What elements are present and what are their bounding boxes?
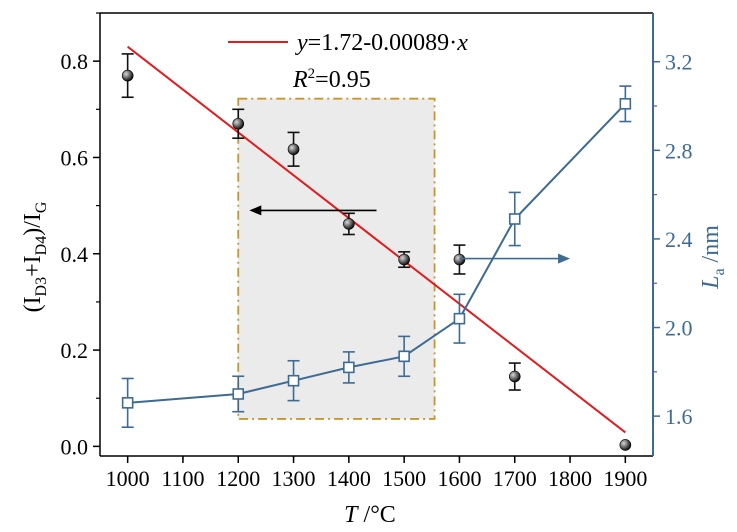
right-series-group bbox=[121, 85, 632, 429]
y-right-tick-label: 2.8 bbox=[665, 138, 693, 163]
x-tick-label: 1500 bbox=[382, 466, 426, 491]
y-left-tick-label: 0.8 bbox=[61, 49, 89, 74]
x-tick-label: 1800 bbox=[548, 466, 592, 491]
fit-line bbox=[127, 45, 626, 434]
x-tick-label: 1000 bbox=[106, 466, 150, 491]
left-series-point bbox=[232, 117, 245, 130]
left-series-point bbox=[619, 439, 632, 451]
arrow-to-right-axis-head bbox=[558, 253, 571, 264]
axes-group: 1000 1100 1200 1300 1400 1500 1600 1700 1800 1900… bbox=[61, 12, 693, 491]
right-series-point bbox=[287, 374, 300, 387]
right-series-point bbox=[619, 98, 632, 110]
left-series-point bbox=[343, 218, 355, 230]
y-right-tick-label: 2.0 bbox=[665, 316, 693, 341]
left-series-point bbox=[287, 143, 300, 156]
arrows-group bbox=[249, 205, 571, 264]
arrow-to-left-axis-head bbox=[249, 205, 262, 216]
legend: y=1.72-0.00089·x R2=0.95 bbox=[228, 30, 468, 93]
y-right-tick-label: 3.2 bbox=[665, 50, 693, 75]
x-tick-label: 1700 bbox=[493, 466, 537, 491]
legend-r-squared: R2=0.95 bbox=[292, 66, 371, 93]
x-axis-title: T /°C bbox=[344, 502, 396, 528]
right-series-point bbox=[343, 361, 355, 374]
left-series-point bbox=[121, 69, 134, 82]
right-series-point bbox=[398, 350, 410, 363]
y-left-tick-label: 0.0 bbox=[61, 434, 89, 459]
y-right-axis-title: La /nm bbox=[698, 225, 728, 290]
right-series-point bbox=[453, 312, 466, 325]
right-series-point bbox=[508, 213, 521, 225]
left-series-point bbox=[453, 253, 466, 266]
right-series-line bbox=[127, 103, 627, 404]
y-left-tick-label: 0.2 bbox=[61, 338, 89, 363]
x-tick-label: 1600 bbox=[437, 466, 481, 491]
y-left-tick-label: 0.6 bbox=[61, 145, 89, 170]
legend-equation: y=1.72-0.00089·x bbox=[295, 30, 468, 56]
y-right-tick-label: 2.4 bbox=[665, 227, 693, 252]
y-left-axis-title: (ID3+ID4)/IG bbox=[20, 201, 50, 312]
y-left-tick-label: 0.4 bbox=[61, 242, 89, 267]
left-series-point bbox=[508, 370, 521, 383]
x-tick-label: 1400 bbox=[327, 466, 371, 491]
x-tick-label: 1200 bbox=[216, 466, 260, 491]
x-tick-label: 1900 bbox=[603, 466, 647, 491]
x-tick-label: 1300 bbox=[272, 466, 316, 491]
fit-line-group bbox=[127, 45, 626, 434]
left-series-group bbox=[121, 53, 632, 451]
left-series-point bbox=[398, 253, 410, 266]
x-tick-label: 1100 bbox=[161, 466, 204, 491]
right-series-point bbox=[121, 397, 134, 409]
right-series-point bbox=[232, 388, 245, 400]
y-right-tick-label: 1.6 bbox=[665, 404, 693, 429]
